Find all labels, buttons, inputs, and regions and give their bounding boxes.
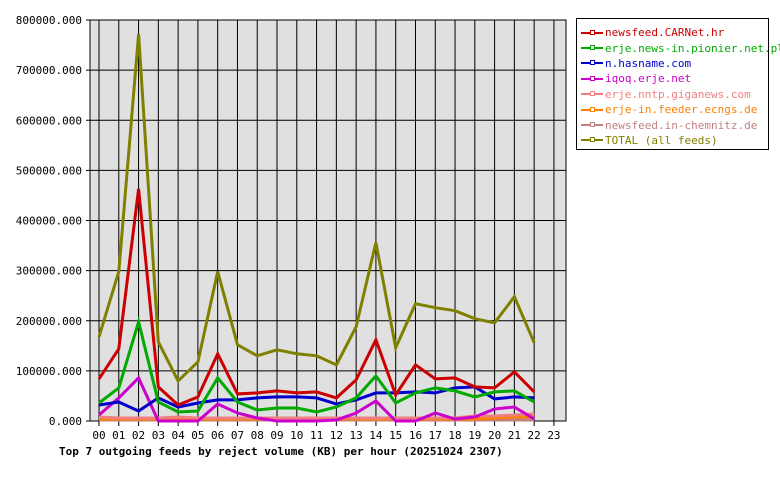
x-tick-label: 20 [488, 429, 501, 442]
legend-swatch-icon [581, 91, 603, 97]
legend-swatch-icon [581, 106, 603, 112]
series-line [98, 375, 535, 423]
series-line [97, 33, 536, 384]
x-tick-label: 06 [211, 429, 224, 442]
series-line [98, 316, 535, 414]
y-tick-label: 0.000 [49, 415, 82, 428]
legend-item: erje-in.feeder.ecngs.de [581, 102, 768, 117]
x-tick-label: 01 [112, 429, 125, 442]
y-tick-label: 300000.000 [16, 265, 82, 278]
x-tick-label: 15 [389, 429, 402, 442]
x-tick-label: 21 [508, 429, 521, 442]
legend-swatch-icon [581, 29, 603, 35]
legend-item: newsfeed.CARNet.hr [581, 25, 768, 40]
x-tick-label: 12 [330, 429, 343, 442]
legend-swatch-icon [581, 122, 603, 128]
legend-label: erje.nntp.giganews.com [605, 87, 751, 101]
y-tick-label: 600000.000 [16, 114, 82, 127]
x-tick-label: 13 [350, 429, 363, 442]
x-tick-label: 14 [369, 429, 383, 442]
legend-swatch-icon [581, 60, 603, 66]
legend-item: erje.news-in.pionier.net.pl [581, 40, 780, 55]
y-tick-label: 800000.000 [16, 14, 82, 27]
legend-item: TOTAL (all feeds) [581, 133, 768, 148]
legend-label: n.hasname.com [605, 56, 692, 70]
x-tick-label: 22 [528, 429, 541, 442]
legend: newsfeed.CARNet.hr erje.news-in.pionier.n… [576, 18, 780, 150]
x-tick-label: 18 [448, 429, 461, 442]
legend-label: iqoq.erje.net [605, 72, 692, 86]
series-lines [97, 33, 536, 423]
x-tick-label: 10 [290, 429, 303, 442]
legend-label: newsfeed.CARNet.hr [605, 26, 725, 40]
y-tick-label: 400000.000 [16, 215, 82, 228]
legend-item: newsfeed.in-chemnitz.de [581, 117, 768, 132]
x-tick-label: 11 [310, 429, 323, 442]
y-tick-label: 200000.000 [16, 315, 82, 328]
legend-label: erje.news-in.pionier.net.pl [605, 41, 780, 55]
legend-label: TOTAL (all feeds) [605, 133, 718, 147]
y-tick-label: 500000.000 [16, 164, 82, 177]
x-axis: 00 01 02 03 04 05 06 07 08 09 10 11 12 13 14 15 16 17 18 19… [92, 429, 560, 442]
x-tick-label: 05 [191, 429, 204, 442]
x-tick-label: 09 [270, 429, 283, 442]
x-tick-label: 03 [152, 429, 165, 442]
x-tick-label: 02 [132, 429, 145, 442]
legend-swatch-icon [581, 45, 603, 51]
legend-label: erje-in.feeder.ecngs.de [605, 103, 758, 117]
x-tick-label: 07 [231, 429, 244, 442]
chart-title: Top 7 outgoing feeds by reject volume (K… [59, 445, 503, 458]
legend-item: erje.nntp.giganews.com [581, 87, 768, 102]
x-tick-label: 16 [409, 429, 422, 442]
x-tick-label: 23 [547, 429, 560, 442]
legend-swatch-icon [581, 137, 603, 143]
legend-item: n.hasname.com [581, 56, 768, 71]
y-tick-label: 100000.000 [16, 365, 82, 378]
x-tick-label: 17 [429, 429, 442, 442]
legend-item: iqoq.erje.net [581, 71, 768, 86]
x-tick-label: 04 [171, 429, 185, 442]
legend-swatch-icon [581, 75, 603, 81]
x-tick-label: 08 [251, 429, 264, 442]
y-axis: 0.000 100000.000 200000.000 300000.000 40000… [16, 14, 82, 428]
series-line [97, 188, 536, 407]
y-tick-label: 700000.000 [16, 64, 82, 77]
x-tick-label: 19 [468, 429, 481, 442]
x-tick-label: 00 [92, 429, 105, 442]
legend-label: newsfeed.in-chemnitz.de [605, 118, 758, 132]
series-line [98, 385, 535, 413]
